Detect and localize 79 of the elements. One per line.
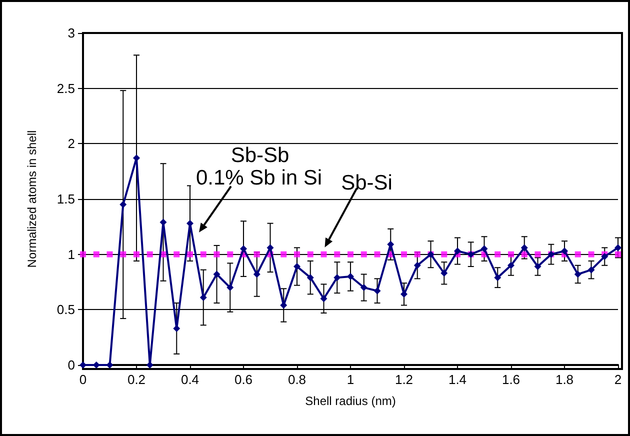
point bbox=[561, 248, 568, 255]
point bbox=[441, 251, 448, 258]
point bbox=[320, 295, 328, 302]
point bbox=[494, 251, 501, 258]
y-tick-label: 0 bbox=[68, 358, 75, 372]
point bbox=[374, 251, 380, 258]
annotation: 0.1% Sb in Si bbox=[196, 166, 322, 190]
point bbox=[120, 251, 126, 258]
point bbox=[200, 251, 206, 258]
point bbox=[494, 274, 502, 282]
point bbox=[240, 245, 247, 252]
point bbox=[200, 294, 207, 301]
point bbox=[227, 251, 234, 258]
x-axis-title: Shell radius (nm) bbox=[305, 394, 396, 408]
x-tick-label: 0 bbox=[79, 372, 87, 387]
point bbox=[601, 253, 608, 260]
point bbox=[306, 274, 314, 282]
point bbox=[534, 263, 542, 270]
point bbox=[280, 251, 287, 258]
point bbox=[106, 251, 113, 258]
x-tick-label: 0.4 bbox=[180, 372, 200, 387]
point bbox=[401, 251, 407, 258]
point bbox=[92, 362, 100, 368]
point bbox=[186, 220, 194, 227]
point bbox=[440, 270, 448, 277]
point bbox=[214, 251, 220, 258]
point bbox=[294, 251, 300, 258]
point bbox=[226, 284, 234, 292]
x-tick-label: 0.2 bbox=[127, 372, 146, 387]
x-tick-label: 1.8 bbox=[555, 372, 574, 387]
point bbox=[480, 245, 488, 252]
x-tick-label: 2 bbox=[614, 372, 622, 387]
point bbox=[213, 270, 220, 278]
y-tick-label: 3 bbox=[68, 26, 75, 40]
point bbox=[414, 262, 421, 269]
point bbox=[574, 270, 582, 278]
point bbox=[574, 251, 581, 258]
y-axis-title: Normalized atoms in shell bbox=[25, 130, 39, 268]
point bbox=[400, 290, 408, 298]
point bbox=[307, 251, 314, 258]
point bbox=[347, 272, 354, 280]
annotation: Sb-Sb bbox=[230, 144, 290, 167]
point bbox=[187, 251, 193, 258]
point bbox=[360, 284, 368, 292]
point bbox=[374, 287, 381, 294]
point bbox=[146, 251, 153, 258]
annotation: Sb-Si bbox=[341, 171, 392, 194]
x-tick-label: 0.8 bbox=[288, 372, 306, 387]
point bbox=[614, 244, 622, 252]
point bbox=[588, 266, 595, 274]
point bbox=[253, 270, 260, 278]
point bbox=[360, 251, 367, 258]
point bbox=[106, 362, 114, 368]
y-tick-label: 1.5 bbox=[56, 192, 75, 206]
point bbox=[454, 248, 461, 255]
point bbox=[520, 244, 528, 252]
point bbox=[294, 263, 300, 270]
y-tick-label: 1 bbox=[68, 246, 75, 262]
y-tick-label: 2 bbox=[68, 136, 75, 152]
y-tick-label: 0.5 bbox=[56, 302, 75, 318]
point bbox=[134, 251, 140, 258]
point bbox=[588, 251, 594, 258]
point bbox=[334, 251, 340, 258]
x-tick-label: 0.6 bbox=[234, 372, 253, 387]
point bbox=[334, 274, 341, 282]
x-tick-label: 1.2 bbox=[394, 372, 414, 387]
point bbox=[120, 201, 127, 208]
point bbox=[320, 251, 327, 258]
y-tick-label: 2.5 bbox=[56, 80, 75, 96]
point bbox=[508, 262, 514, 269]
x-tick-label: 1.4 bbox=[448, 372, 467, 387]
x-tick-label: 1.6 bbox=[502, 372, 520, 387]
point bbox=[266, 244, 274, 252]
point bbox=[174, 251, 180, 258]
x-tick-label: 1 bbox=[346, 372, 354, 387]
point bbox=[348, 251, 354, 258]
point bbox=[80, 251, 86, 258]
point bbox=[93, 251, 100, 258]
point bbox=[146, 362, 154, 368]
